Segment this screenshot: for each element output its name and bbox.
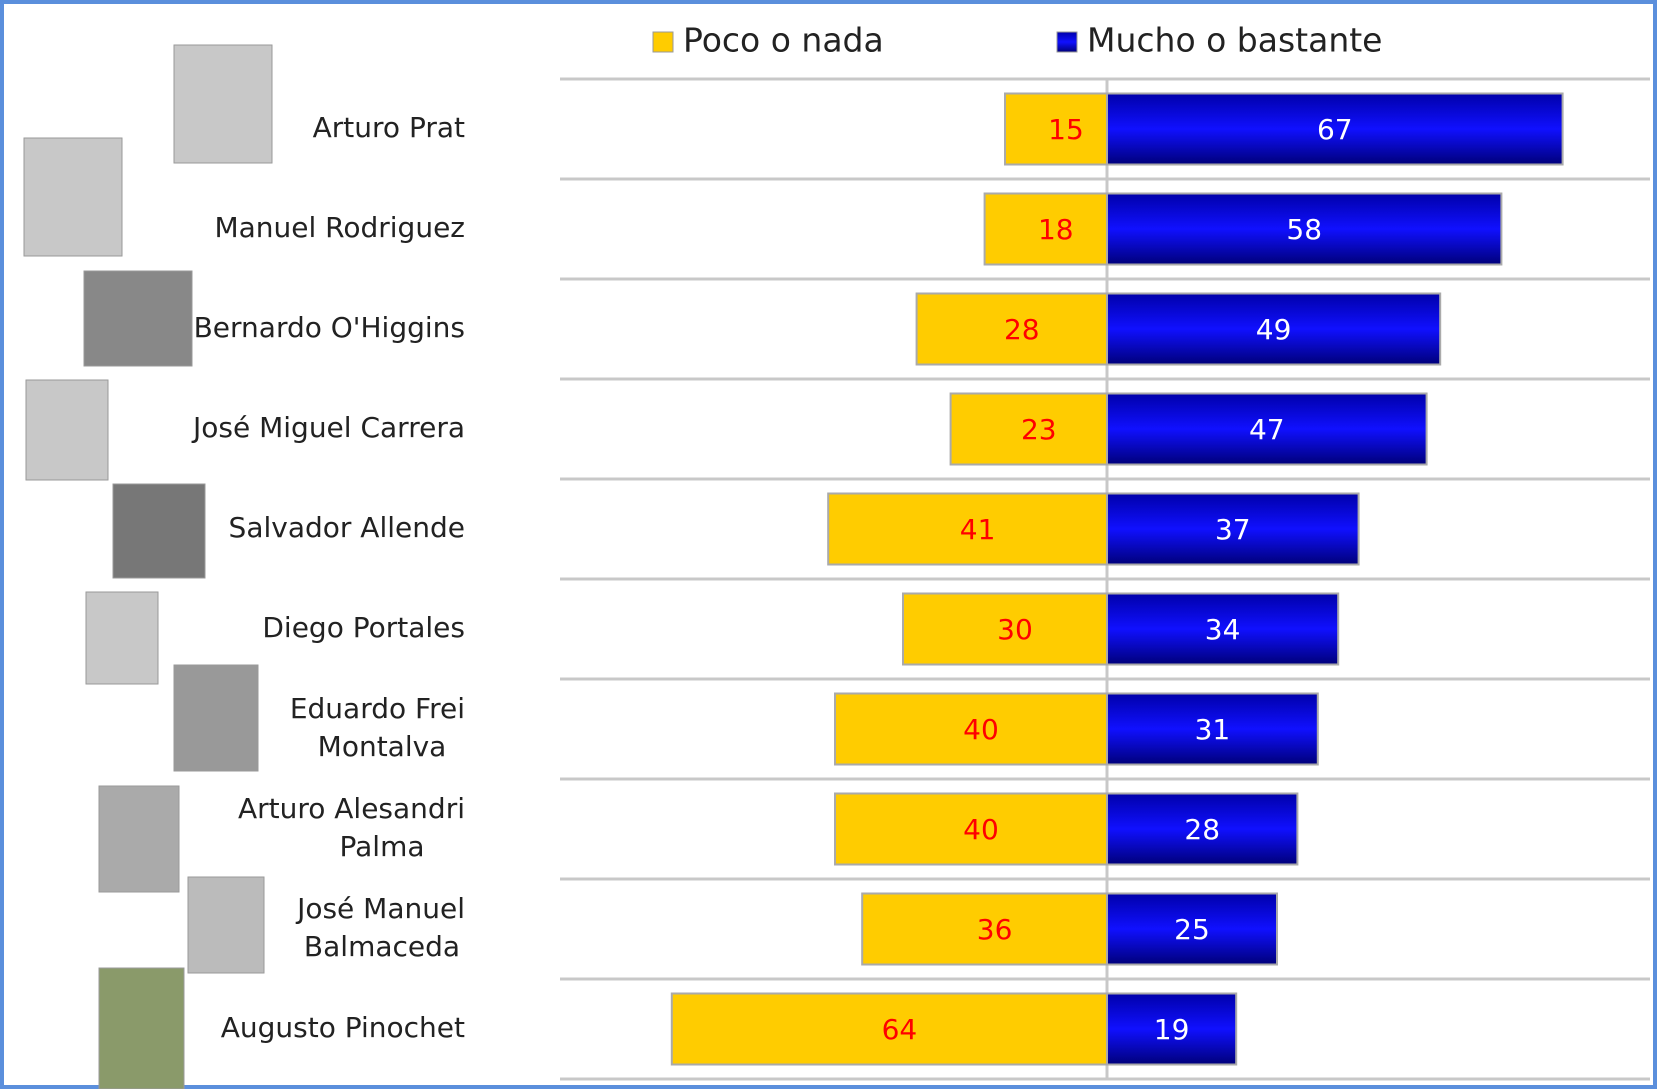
category-label: Arturo Prat [313,111,465,144]
value-label: 15 [1048,113,1084,146]
legend-swatch [1056,31,1078,53]
category-label: Arturo Alesandri Palma [238,792,465,863]
bar [1106,992,1238,1066]
bar [861,892,1109,966]
bar [670,992,1108,1066]
bar [1106,592,1340,666]
bar [915,292,1108,366]
bar [1004,92,1108,166]
portraits [23,44,273,1089]
category-label: Augusto Pinochet [221,1011,465,1044]
portrait [173,664,259,772]
portrait [187,876,265,974]
bar [1106,192,1503,266]
category-label: Manuel Rodriguez [214,211,465,244]
bar [1106,92,1564,166]
value-label: 41 [960,513,996,546]
portrait [112,483,206,579]
bar [834,792,1108,866]
bar [834,692,1108,766]
value-label: 23 [1021,413,1057,446]
category-label: Eduardo Frei Montalva [290,692,465,763]
value-label: 31 [1195,713,1231,746]
bar [1106,892,1278,966]
value-label: 49 [1256,313,1292,346]
portrait [173,44,273,164]
value-label: 67 [1317,113,1353,146]
value-label: 37 [1215,513,1251,546]
portrait [23,137,123,257]
category-label: José Manuel Balmaceda [295,892,465,963]
value-label: 19 [1154,1013,1190,1046]
portrait [98,785,180,893]
value-label: 36 [977,913,1013,946]
portrait [25,379,109,481]
bar [1106,292,1442,366]
value-label: 40 [963,713,999,746]
value-label: 40 [963,813,999,846]
value-label: 47 [1249,413,1285,446]
value-label: 28 [1184,813,1220,846]
value-label: 25 [1174,913,1210,946]
value-label: 30 [997,613,1033,646]
legend-label: Poco o nada [683,21,884,60]
bar [1106,792,1299,866]
category-label: José Miguel Carrera [191,411,465,444]
category-label: Diego Portales [262,611,465,644]
bar [1106,492,1360,566]
value-label: 28 [1004,313,1040,346]
category-label: Bernardo O'Higgins [194,311,465,344]
portrait [83,270,193,367]
legend-swatch [652,31,674,53]
bar [902,592,1108,666]
value-label: 58 [1286,213,1322,246]
value-label: 34 [1205,613,1241,646]
bar [983,192,1108,266]
value-label: 18 [1038,213,1074,246]
legend-label: Mucho o bastante [1087,21,1383,60]
portrait [98,967,185,1089]
bar [1106,692,1319,766]
category-label: Salvador Allende [229,511,465,544]
portrait [85,591,159,685]
bar [827,492,1108,566]
bar [1106,392,1428,466]
value-label: 64 [882,1013,918,1046]
